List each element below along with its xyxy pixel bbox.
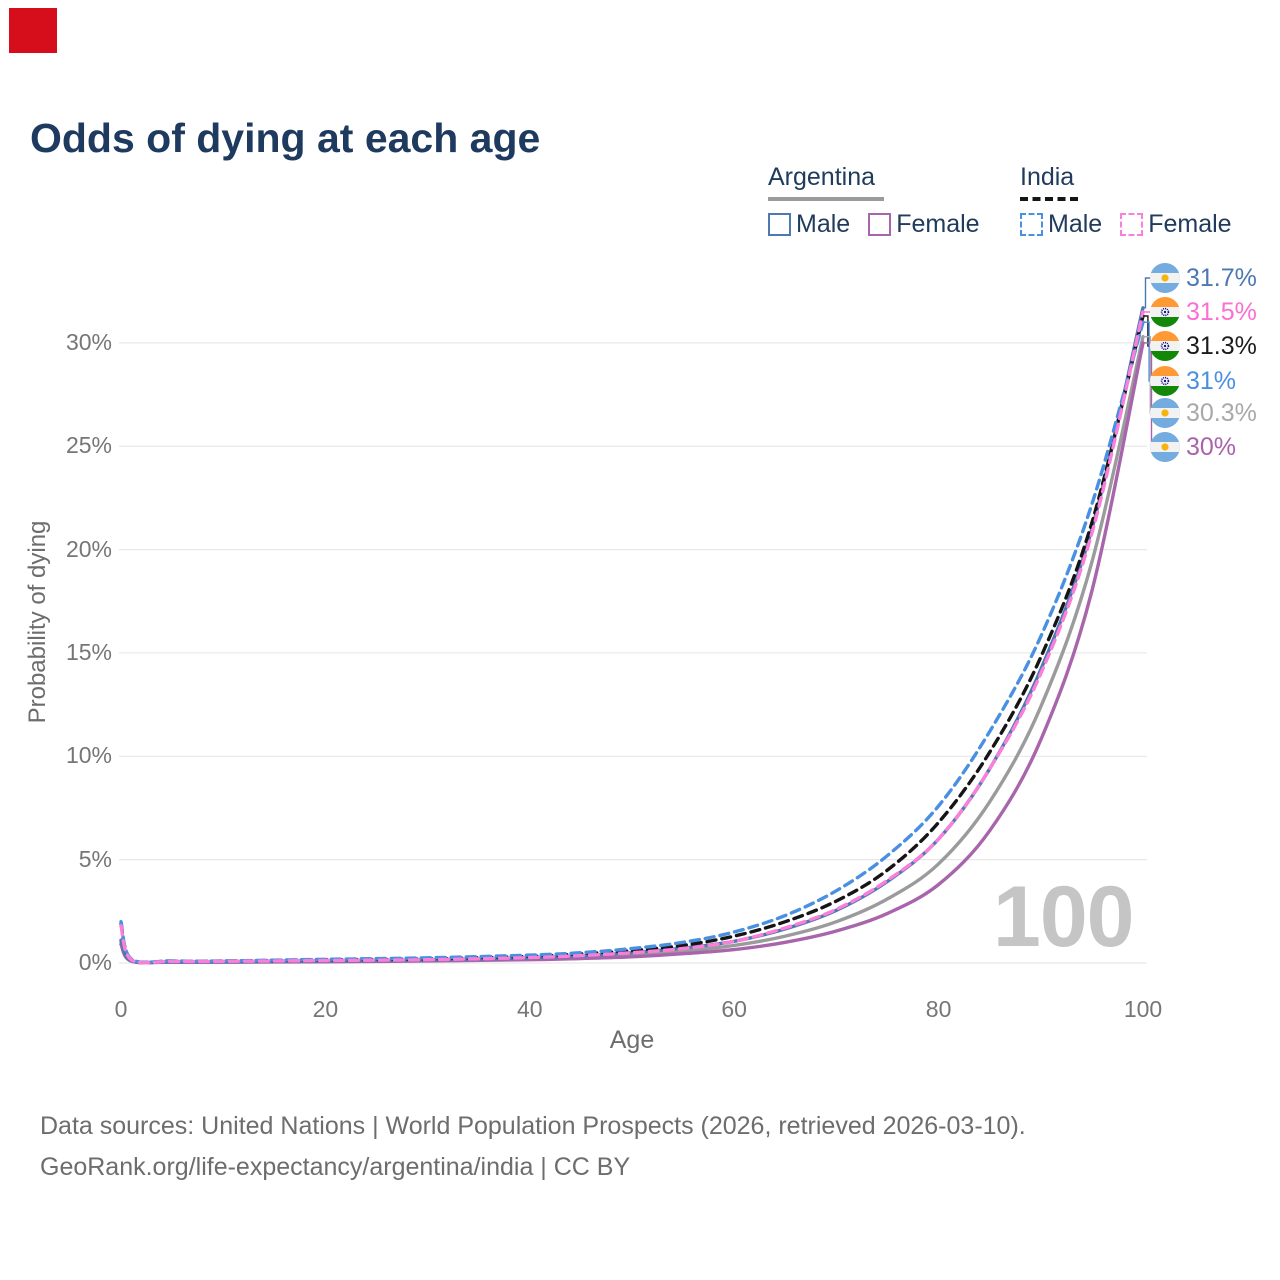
legend-underline-argentina (768, 197, 884, 201)
legend-label-india-male: Male (1048, 210, 1103, 238)
x-tick-label: 60 (721, 996, 747, 1022)
legend-item-india-male[interactable]: Male (1020, 210, 1102, 239)
y-axis-title: Probability of dying (24, 520, 51, 724)
end-label-row-argentina_male: 31.7% (1150, 262, 1257, 294)
india-flag-icon (1150, 366, 1180, 396)
series-line-argentina_total[interactable] (119, 335, 1145, 965)
argentina-male-swatch-icon (768, 213, 791, 236)
legend-heading-argentina[interactable]: Argentina (768, 163, 876, 191)
series-line-india_female[interactable] (119, 310, 1145, 965)
age-watermark: 100 (993, 869, 1134, 965)
argentina-flag-icon (1150, 263, 1180, 293)
legend-group-argentina: Argentina Male Female (768, 163, 998, 239)
y-tick-label: 5% (78, 845, 112, 872)
end-label-value: 30% (1186, 432, 1237, 461)
x-axis-title: Age (609, 1026, 655, 1054)
legend-label-argentina-female: Female (896, 210, 980, 238)
legend-item-argentina-male[interactable]: Male (768, 210, 850, 239)
y-tick-label: 25% (65, 432, 112, 459)
legend-label-india-female: Female (1148, 210, 1232, 238)
india-flag-icon (1150, 331, 1180, 361)
y-tick-label: 10% (65, 742, 112, 769)
argentina-female-swatch-icon (868, 213, 892, 236)
end-label-value: 31.3% (1186, 331, 1257, 360)
series-line-argentina_male[interactable] (119, 306, 1145, 965)
end-label-row-india_female: 31.5% (1150, 296, 1257, 328)
india-female-swatch-icon (1120, 213, 1144, 236)
argentina-flag-icon (1150, 432, 1180, 462)
footer-attribution: GeoRank.org/life-expectancy/argentina/in… (40, 1153, 631, 1181)
end-label-row-argentina_female: 30% (1150, 431, 1236, 463)
end-label-value: 31% (1186, 366, 1237, 395)
y-tick-label: 15% (65, 638, 112, 665)
end-label-value: 30.3% (1186, 398, 1257, 427)
footer: Data sources: United Nations | World Pop… (40, 1106, 1026, 1188)
legend-group-india: India Male Female (1020, 163, 1250, 239)
legend-underline-india (1020, 197, 1078, 201)
end-label-row-argentina_total: 30.3% (1150, 397, 1257, 429)
legend-item-argentina-female[interactable]: Female (868, 210, 980, 239)
x-tick-label: 80 (925, 996, 952, 1022)
argentina-flag-icon (1150, 398, 1180, 428)
leader-line-argentina_male (1143, 277, 1152, 309)
india-flag-icon (1150, 297, 1180, 327)
page-title: Odds of dying at each age (30, 115, 541, 162)
legend-label-argentina-male: Male (796, 210, 851, 238)
end-label-value: 31.7% (1186, 263, 1257, 292)
x-tick-label: 100 (1123, 996, 1163, 1022)
india-male-swatch-icon (1020, 213, 1043, 236)
legend-heading-india[interactable]: India (1020, 163, 1075, 191)
legend-item-india-female[interactable]: Female (1120, 210, 1232, 239)
y-tick-label: 0% (78, 949, 112, 975)
series-line-india_total[interactable] (119, 314, 1145, 965)
end-label-value: 31.5% (1186, 297, 1257, 326)
footer-sources: Data sources: United Nations | World Pop… (40, 1112, 1026, 1140)
x-tick-label: 20 (312, 996, 339, 1022)
y-tick-label: 20% (65, 535, 112, 562)
series-line-india_male[interactable] (119, 320, 1145, 965)
x-tick-label: 0 (114, 996, 128, 1022)
end-label-row-india_male: 31% (1150, 365, 1236, 397)
end-label-row-india_total: 31.3% (1150, 330, 1257, 362)
y-tick-label: 30% (65, 328, 112, 355)
red-marker (9, 8, 57, 53)
x-tick-label: 40 (517, 996, 543, 1022)
